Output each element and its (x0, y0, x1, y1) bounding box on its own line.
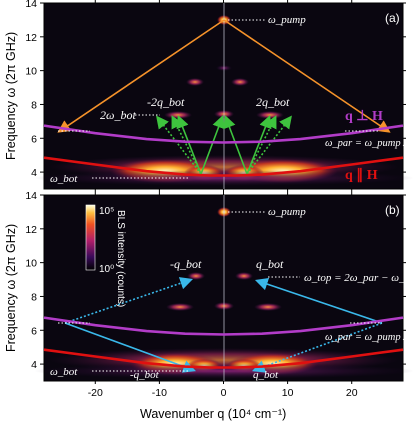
orange-arrow-right (223, 19, 391, 133)
ytick-label: 10 (25, 258, 37, 270)
ytick-label: 14 (25, 0, 37, 10)
ytick-label: 8 (31, 291, 37, 303)
ytick-label: 8 (31, 99, 37, 111)
ylabel-a: Frequency ω (2π GHz) (4, 32, 18, 160)
pump-label-a: ω_pump (268, 14, 306, 26)
par-eq-label-a: ω_par = ω_pump / 2 (325, 138, 415, 149)
xtick-label: 20 (346, 387, 358, 399)
ylabel-b: Frequency ω (2π GHz) (4, 224, 18, 352)
bot-label-a: ω_bot (50, 173, 78, 185)
minus-two-q-label: -2q_bot (147, 95, 185, 109)
xtick-label: -10 (152, 387, 167, 399)
panel-a: ω_pump (a) 2ω_bot -2q_bot 2q_bot q ⊥ H q… (34, 2, 415, 190)
xtick-label: -20 (88, 387, 103, 399)
panel-b: 10⁵ 10⁰ BLS intensity (counts) ω_pump (b… (34, 194, 415, 382)
top-eq-label: ω_top = 2ω_par − ω_bot (304, 272, 415, 284)
heatmap-a (34, 3, 414, 189)
minus-q-bottom-label: -q_bot (130, 369, 160, 381)
xlabel-b: Wavenumber q (10⁴ cm⁻¹) (140, 407, 286, 421)
orange-arrow-left (57, 19, 225, 133)
xtick-label: 0 (221, 387, 227, 399)
colorbar (85, 204, 96, 271)
curve-q-par (43, 156, 404, 177)
pump-label-b: ω_pump (268, 206, 306, 218)
q-par-label: q ∥ H (345, 167, 378, 183)
curve-q-par (43, 348, 404, 369)
curve-q-perp (43, 124, 404, 144)
q-bottom-label: q_bot (253, 369, 279, 381)
ytick-label: 6 (31, 133, 37, 145)
ytick-label: 4 (31, 359, 37, 371)
xtick-label: 10 (282, 387, 294, 399)
ytick-label: 12 (25, 224, 37, 236)
minus-q-top-label: -q_bot (170, 257, 202, 271)
q-perp-label: q ⊥ H (345, 109, 383, 124)
colorbar-max: 10⁵ (99, 206, 114, 217)
ytick-label: 10 (25, 66, 37, 78)
plus-two-q-label: 2q_bot (256, 95, 290, 109)
colorbar-title: BLS intensity (counts) (115, 210, 126, 307)
two-omega-bot-label: 2ω_bot (100, 108, 136, 122)
colorbar-min: 10⁰ (99, 264, 114, 275)
ytick-label: 4 (31, 167, 37, 179)
panel-label-a: (a) (385, 11, 400, 25)
ytick-label: 12 (25, 32, 37, 44)
ytick-label: 6 (31, 325, 37, 337)
panel-label-b: (b) (385, 203, 400, 217)
bot-label-b: ω_bot (50, 366, 78, 378)
par-eq-label-b: ω_par = ω_pump / 2 (325, 332, 415, 343)
q-top-label: q_bot (256, 257, 284, 271)
curve-q-perp (43, 316, 404, 336)
ytick-label: 14 (25, 190, 37, 202)
